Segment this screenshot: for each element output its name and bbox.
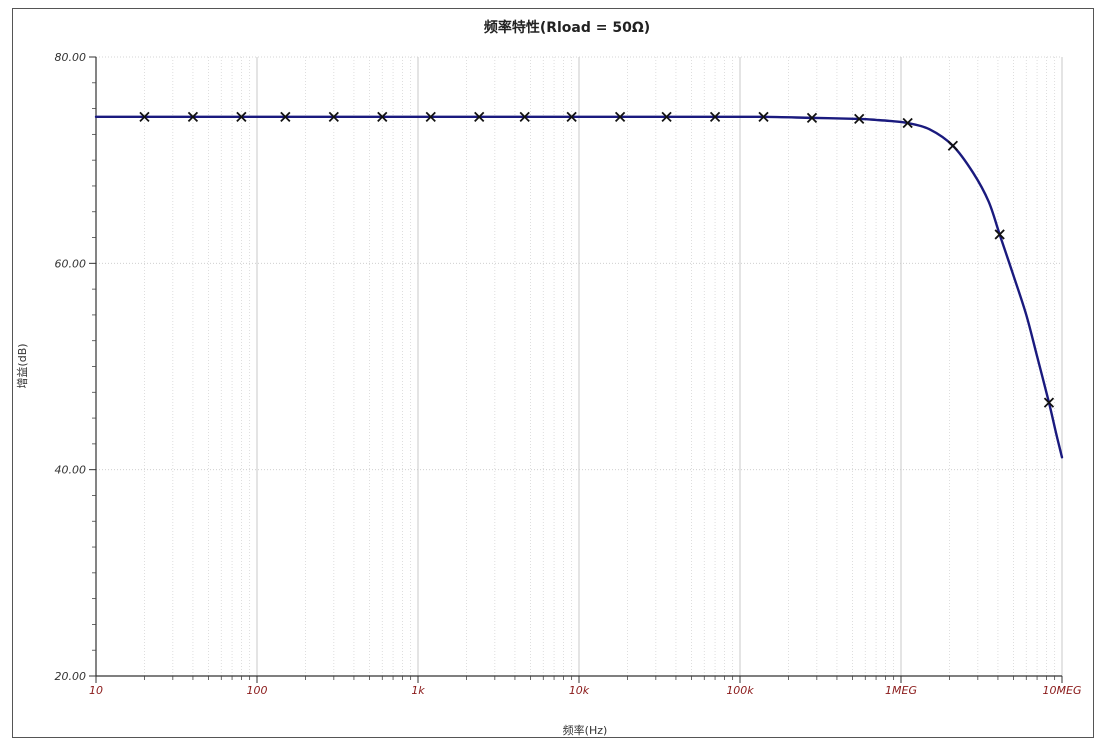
marker-stroke <box>902 117 913 129</box>
chart-title: 频率特性(Rload = 50Ω) <box>484 19 650 36</box>
x-axis-label: 频率(Hz) <box>563 723 608 737</box>
tick-labels: 10 100 1k 10k 100k 1MEG 10MEG 20.00 40.00 60.00 80… <box>55 51 1082 697</box>
y-tick-label: 40.00 <box>55 464 87 477</box>
x-tick-label: 100k <box>726 684 754 697</box>
x-tick-label: 1k <box>411 684 425 697</box>
y-tick-label: 80.00 <box>55 51 87 64</box>
marker-stroke <box>1043 397 1055 408</box>
data-point-marker <box>854 113 865 125</box>
series-layer <box>94 111 1064 459</box>
data-point-marker <box>806 112 818 124</box>
minor-gridlines <box>144 57 1056 676</box>
data-point-marker <box>328 111 339 122</box>
data-point-marker <box>661 111 672 122</box>
marker-stroke <box>947 140 959 151</box>
data-point-marker <box>377 111 388 122</box>
marker-stroke <box>474 111 485 122</box>
x-tick-label: 100 <box>247 684 268 697</box>
marker-stroke <box>709 111 721 122</box>
data-point-marker <box>709 111 721 122</box>
data-point-marker <box>236 111 247 122</box>
data-point-marker <box>614 111 626 122</box>
y-tick-label: 20.00 <box>55 670 87 683</box>
data-point-marker <box>280 111 291 122</box>
marker-stroke <box>519 111 530 122</box>
x-tick-label: 10k <box>569 684 590 697</box>
x-tick-label: 10MEG <box>1043 684 1082 697</box>
y-axis-label: 增益(dB) <box>15 343 29 388</box>
marker-stroke <box>280 111 291 122</box>
marker-stroke <box>328 111 339 122</box>
data-point-marker <box>902 117 913 129</box>
data-point-marker <box>187 111 199 122</box>
tick-marks <box>89 56 1063 683</box>
data-point-marker <box>758 111 769 122</box>
marker-stroke <box>377 111 388 122</box>
marker-stroke <box>425 111 436 122</box>
major-gridlines <box>95 56 1063 677</box>
data-point-marker <box>139 111 150 122</box>
x-tick-label: 1MEG <box>885 684 917 697</box>
marker-stroke <box>614 111 626 122</box>
marker-stroke <box>139 111 150 122</box>
data-point-marker <box>519 111 530 122</box>
data-point-marker <box>425 111 436 122</box>
data-point-marker <box>474 111 485 122</box>
marker-stroke <box>661 111 672 122</box>
marker-stroke <box>806 112 818 124</box>
data-point-marker <box>994 229 1005 240</box>
marker-stroke <box>566 111 577 122</box>
y-tick-label: 60.00 <box>55 257 87 270</box>
marker-stroke <box>187 111 199 122</box>
x-tick-label: 10 <box>89 684 103 697</box>
data-point-marker <box>566 111 577 122</box>
data-point-marker <box>947 140 959 151</box>
marker-stroke <box>854 113 865 125</box>
marker-stroke <box>994 229 1005 240</box>
marker-stroke <box>236 111 247 122</box>
data-point-marker <box>1043 397 1055 408</box>
marker-stroke <box>758 111 769 122</box>
plot-window <box>12 8 1094 738</box>
